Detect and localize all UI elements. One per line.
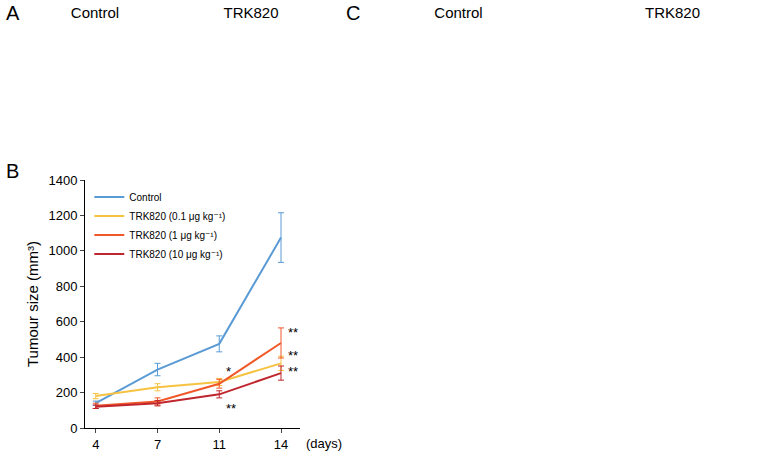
svg-text:**: ** (226, 401, 236, 416)
svg-text:TRK820 (10 μg kg⁻¹): TRK820 (10 μg kg⁻¹) (129, 249, 222, 260)
svg-text:400: 400 (56, 350, 78, 365)
svg-text:TRK820 (1 μg kg⁻¹): TRK820 (1 μg kg⁻¹) (129, 230, 217, 241)
svg-text:**: ** (288, 364, 298, 379)
svg-text:200: 200 (56, 385, 78, 400)
svg-text:800: 800 (56, 279, 78, 294)
svg-text:0: 0 (70, 421, 77, 436)
svg-text:(days): (days) (306, 436, 342, 451)
svg-text:4: 4 (92, 437, 99, 452)
html-text:Control: Control (70, 4, 120, 21)
svg-text:Tumour size (mm³): Tumour size (mm³) (24, 241, 41, 367)
svg-text:Control: Control (129, 192, 161, 203)
svg-text:1400: 1400 (48, 173, 77, 188)
svg-text:**: ** (288, 348, 298, 363)
svg-text:14: 14 (274, 437, 288, 452)
html-text:TRK820: TRK820 (645, 4, 700, 21)
svg-text:1200: 1200 (48, 208, 77, 223)
html-text:A: A (6, 2, 20, 24)
html-text:TRK820: TRK820 (223, 4, 279, 21)
svg-text:**: ** (288, 325, 298, 340)
svg-text:TRK820 (0.1 μg kg⁻¹): TRK820 (0.1 μg kg⁻¹) (129, 211, 225, 222)
svg-text:1000: 1000 (48, 243, 77, 258)
svg-text:*: * (226, 364, 231, 379)
html-text:C: C (346, 2, 361, 24)
html-text:B: B (6, 160, 20, 182)
svg-text:600: 600 (56, 314, 78, 329)
html-text:Control: Control (434, 4, 483, 21)
svg-text:7: 7 (154, 437, 161, 452)
svg-text:11: 11 (213, 437, 227, 452)
